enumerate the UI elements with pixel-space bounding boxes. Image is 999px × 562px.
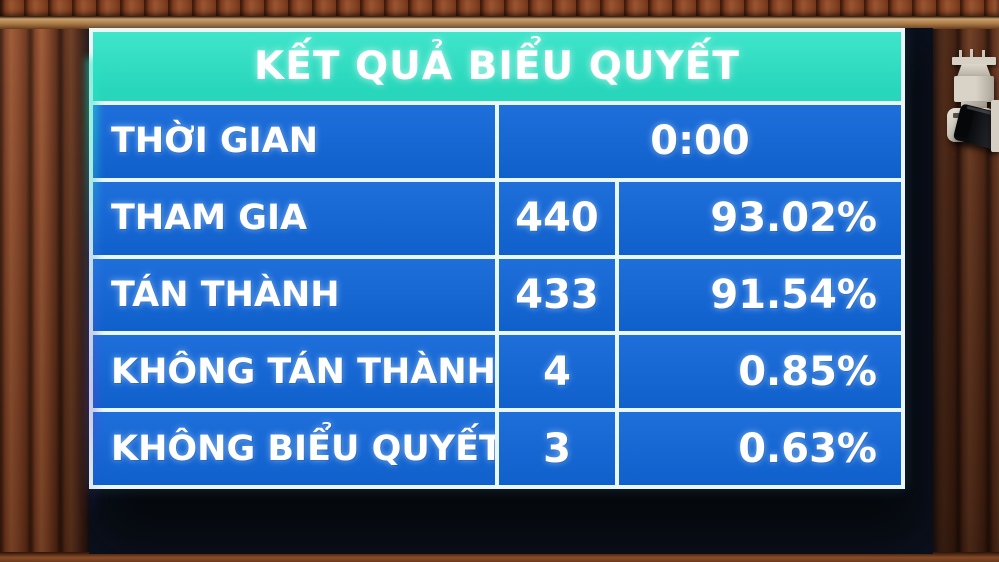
row-count-khong-tan-thanh: 4 xyxy=(499,335,615,409)
led-display-screen: KẾT QUẢ BIỂU QUYẾT THỜI GIAN 0:00 THAM G… xyxy=(86,28,933,554)
row-label-khong-tan-thanh: KHÔNG TÁN THÀNH xyxy=(93,335,495,409)
row-label-tan-thanh: TÁN THÀNH xyxy=(93,258,495,332)
row-label-khong-bieu-quyet: KHÔNG BIỂU QUYẾT xyxy=(93,412,495,485)
row-label-thoi-gian: THỜI GIAN xyxy=(93,105,495,178)
wood-rail xyxy=(0,16,999,30)
camera-screw-pin xyxy=(982,50,985,58)
row-count-khong-bieu-quyet: 3 xyxy=(499,412,615,485)
row-count-tan-thanh: 433 xyxy=(499,258,615,332)
camera-mount-box xyxy=(954,76,994,102)
camera-screw-pin xyxy=(959,50,962,58)
camera-mount-plate xyxy=(952,57,996,65)
row-percent-khong-tan-thanh: 0.85% xyxy=(619,335,901,409)
camera-screw-pin xyxy=(970,49,973,57)
vote-results-board: KẾT QUẢ BIỂU QUYẾT THỜI GIAN 0:00 THAM G… xyxy=(89,28,905,489)
row-label-tham-gia: THAM GIA xyxy=(93,181,495,255)
row-percent-khong-bieu-quyet: 0.63% xyxy=(619,412,901,485)
wall-mounted-object-edge xyxy=(991,100,999,152)
wood-slat-band-top xyxy=(0,0,999,18)
row-count-tham-gia: 440 xyxy=(499,181,615,255)
wood-strip-bottom xyxy=(0,552,999,562)
row-value-time: 0:00 xyxy=(499,105,901,178)
screen-edge-glow xyxy=(86,58,98,524)
row-percent-tham-gia: 93.02% xyxy=(619,181,901,255)
row-percent-tan-thanh: 91.54% xyxy=(619,258,901,332)
board-title: KẾT QUẢ BIỂU QUYẾT xyxy=(93,32,901,101)
wood-wall-left xyxy=(0,29,96,562)
camera-bracket xyxy=(957,64,991,77)
